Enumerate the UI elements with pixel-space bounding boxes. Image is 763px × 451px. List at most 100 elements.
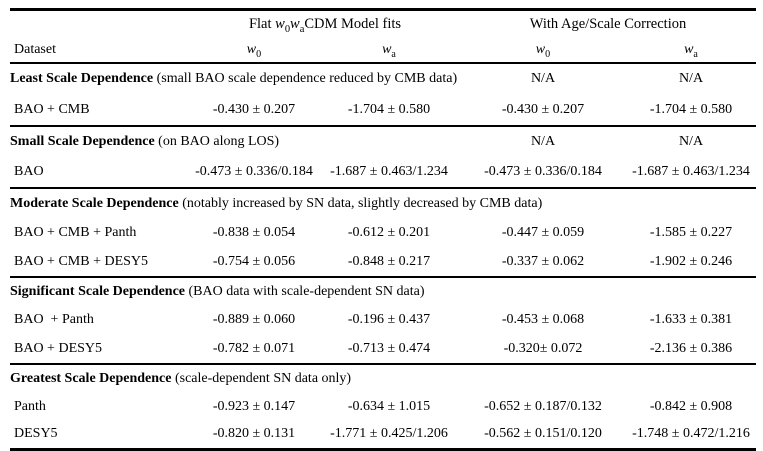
- section-title-cell: Small Scale Dependence (on BAO along LOS…: [10, 126, 460, 157]
- section-small-scale-dependence: Small Scale Dependence (on BAO along LOS…: [10, 126, 756, 188]
- na-cell: N/A: [678, 134, 704, 149]
- table-row: DESY5 -0.820 ± 0.131 -1.771 ± 0.425/1.20…: [10, 420, 756, 450]
- table-row: BAO + CMB + DESY5 -0.754 ± 0.056 -0.848 …: [10, 247, 756, 277]
- dataset-cell: BAO + CMB + DESY5: [14, 253, 149, 269]
- column-header-dataset: Dataset: [14, 41, 56, 57]
- value-cell-wa-corrected: -1.704 ± 0.580: [649, 101, 733, 117]
- dataset-cell: BAO + CMB + Panth: [14, 225, 137, 240]
- section-title: Significant Scale Dependence: [10, 284, 185, 299]
- section-note: (small BAO scale dependence reduced by C…: [156, 71, 458, 86]
- value-cell-wa-corrected: -1.902 ± 0.246: [649, 253, 733, 269]
- value-cell-w0-flat: -0.923 ± 0.147: [212, 398, 296, 414]
- column-labels-row: Dataset w0 wa w0 wa: [10, 37, 756, 63]
- w-symbol: w: [382, 41, 392, 57]
- section-title-cell: Greatest Scale Dependence (scale-depende…: [10, 364, 756, 393]
- section-title: Small Scale Dependence: [10, 134, 155, 149]
- value-cell-wa-corrected: -1.633 ± 0.381: [649, 312, 733, 327]
- column-header-wa-corrected: wa: [626, 37, 756, 63]
- group-header-flat-model: Flat w0waCDM Model fits: [190, 10, 460, 38]
- section-title-cell: Least Scale Dependence (small BAO scale …: [10, 63, 460, 94]
- section-least-scale-dependence: Least Scale Dependence (small BAO scale …: [10, 63, 756, 126]
- group-header-flat-suffix: CDM Model fits: [304, 15, 402, 32]
- section-title: Least Scale Dependence: [10, 71, 154, 86]
- section-title-cell: Moderate Scale Dependence (notably incre…: [10, 188, 756, 219]
- na-cell: N/A: [530, 71, 556, 86]
- section-note: (scale-dependent SN data only): [174, 371, 352, 386]
- value-cell-wa-corrected: -0.842 ± 0.908: [649, 398, 733, 414]
- w-symbol: w: [535, 41, 546, 57]
- w-symbol: w: [246, 41, 257, 57]
- table-row: Panth -0.923 ± 0.147 -0.634 ± 1.015 -0.6…: [10, 393, 756, 420]
- value-cell-w0-corrected: -0.652 ± 0.187/0.132: [484, 398, 602, 414]
- section-note: (notably increased by SN data, slightly …: [182, 196, 543, 211]
- section-header-row: Greatest Scale Dependence (scale-depende…: [10, 364, 756, 393]
- value-cell-wa-flat: -1.704 ± 0.580: [347, 101, 431, 117]
- section-header-row: Significant Scale Dependence (BAO data w…: [10, 277, 756, 306]
- value-cell-w0-flat: -0.838 ± 0.054: [212, 225, 296, 240]
- value-cell-wa-flat: -0.612 ± 0.201: [347, 225, 431, 240]
- value-cell-w0-corrected: -0.320± 0.072: [503, 340, 583, 356]
- value-cell-wa-flat: -0.196 ± 0.437: [347, 312, 431, 327]
- table-row: BAO + CMB -0.430 ± 0.207 -1.704 ± 0.580 …: [10, 94, 756, 126]
- value-cell-w0-flat: -0.754 ± 0.056: [212, 253, 296, 269]
- section-title: Moderate Scale Dependence: [10, 196, 179, 211]
- value-cell-w0-corrected: -0.453 ± 0.068: [501, 312, 585, 327]
- subscript-a: a: [693, 48, 698, 60]
- value-cell-wa-flat: -1.771 ± 0.425/1.206: [330, 426, 448, 441]
- value-cell-wa-corrected: -1.687 ± 0.463/1.234: [632, 164, 750, 179]
- table-row: BAO + DESY5 -0.782 ± 0.071 -0.713 ± 0.47…: [10, 334, 756, 364]
- value-cell-w0-flat: -0.820 ± 0.131: [212, 426, 296, 441]
- value-cell-w0-flat: -0.782 ± 0.071: [212, 340, 296, 356]
- subscript-0: 0: [256, 48, 262, 60]
- value-cell-wa-flat: -0.848 ± 0.217: [347, 253, 431, 269]
- w-symbol: w: [275, 15, 285, 32]
- subscript-a: a: [391, 48, 396, 60]
- na-cell: N/A: [678, 71, 704, 86]
- section-note: (on BAO along LOS): [158, 134, 280, 149]
- subscript-0: 0: [284, 23, 291, 35]
- subscript-a: a: [299, 23, 305, 35]
- value-cell-w0-corrected: -0.337 ± 0.062: [501, 253, 585, 269]
- w-symbol: w: [684, 41, 694, 57]
- column-header-w0-corrected: w0: [460, 37, 626, 63]
- value-cell-w0-flat: -0.430 ± 0.207: [212, 101, 296, 117]
- section-header-row: Moderate Scale Dependence (notably incre…: [10, 188, 756, 219]
- value-cell-w0-corrected: -0.562 ± 0.151/0.120: [484, 426, 602, 441]
- value-cell-w0-corrected: -0.473 ± 0.336/0.184: [484, 164, 602, 179]
- column-header-wa-flat: wa: [318, 37, 460, 63]
- value-cell-wa-flat: -1.687 ± 0.463/1.234: [330, 164, 448, 179]
- value-cell-wa-corrected: -1.585 ± 0.227: [649, 225, 733, 240]
- paper-table-page: Flat w0waCDM Model fits With Age/Scale C…: [0, 8, 763, 451]
- dataset-cell: DESY5: [14, 426, 58, 441]
- na-cell: N/A: [530, 134, 556, 149]
- table-row: BAO + Panth -0.889 ± 0.060 -0.196 ± 0.43…: [10, 306, 756, 334]
- value-cell-w0-flat: -0.473 ± 0.336/0.184: [195, 164, 313, 179]
- column-header-w0-flat: w0: [190, 37, 318, 63]
- section-title-cell: Significant Scale Dependence (BAO data w…: [10, 277, 756, 306]
- section-header-row: Least Scale Dependence (small BAO scale …: [10, 63, 756, 94]
- section-header-row: Small Scale Dependence (on BAO along LOS…: [10, 126, 756, 157]
- group-header-flat-prefix: Flat: [248, 15, 276, 32]
- group-header-age-scale-correction: With Age/Scale Correction: [529, 15, 687, 32]
- dataset-cell: BAO: [14, 164, 44, 179]
- dataset-cell: BAO + CMB: [14, 101, 90, 117]
- dataset-cell: BAO + DESY5: [14, 340, 103, 356]
- w-symbol: w: [290, 15, 300, 32]
- subscript-0: 0: [545, 48, 551, 60]
- table-row: BAO -0.473 ± 0.336/0.184 -1.687 ± 0.463/…: [10, 157, 756, 188]
- value-cell-wa-flat: -0.713 ± 0.474: [347, 340, 431, 356]
- dataset-cell: BAO + Panth: [14, 312, 94, 327]
- value-cell-wa-flat: -0.634 ± 1.015: [347, 398, 431, 414]
- value-cell-wa-corrected: -2.136 ± 0.386: [649, 340, 733, 356]
- value-cell-wa-corrected: -1.748 ± 0.472/1.216: [632, 426, 750, 441]
- dataset-cell: Panth: [14, 398, 46, 414]
- section-title: Greatest Scale Dependence: [10, 371, 172, 386]
- column-group-row: Flat w0waCDM Model fits With Age/Scale C…: [10, 10, 756, 38]
- section-greatest-scale-dependence: Greatest Scale Dependence (scale-depende…: [10, 364, 756, 450]
- table-header: Flat w0waCDM Model fits With Age/Scale C…: [10, 10, 756, 63]
- value-cell-w0-flat: -0.889 ± 0.060: [212, 312, 296, 327]
- value-cell-w0-corrected: -0.447 ± 0.059: [501, 225, 585, 240]
- value-cell-w0-corrected: -0.430 ± 0.207: [501, 101, 585, 117]
- section-significant-scale-dependence: Significant Scale Dependence (BAO data w…: [10, 277, 756, 364]
- section-moderate-scale-dependence: Moderate Scale Dependence (notably incre…: [10, 188, 756, 277]
